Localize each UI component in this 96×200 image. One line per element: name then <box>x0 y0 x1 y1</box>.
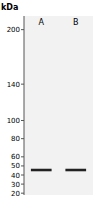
y-tick-label: 60 <box>11 153 20 161</box>
y-tick <box>21 193 24 194</box>
y-tick <box>21 138 24 139</box>
chart-container: kDa 200 140 100 80 6050 403020 A B <box>0 0 96 200</box>
y-tick <box>21 120 24 121</box>
y-tick <box>21 156 24 157</box>
band <box>65 169 86 172</box>
chart-svg: kDa 200 140 100 80 6050 403020 A B <box>0 0 96 200</box>
y-tick-label: 20 <box>11 190 20 198</box>
y-tick <box>21 29 24 30</box>
y-tick-label: 80 <box>11 135 20 143</box>
band <box>31 169 52 172</box>
y-axis-label: kDa <box>1 3 18 12</box>
y-tick-label: 30 <box>11 181 20 189</box>
y-tick <box>21 184 24 185</box>
y-tick-label: 200 <box>7 26 20 34</box>
y-tick <box>21 165 24 166</box>
y-axis-line <box>24 16 25 195</box>
y-tick-label: 100 <box>7 117 20 125</box>
lane-label: A <box>39 18 45 27</box>
y-tick-label: 50 <box>11 162 20 170</box>
y-tick <box>21 84 24 85</box>
y-tick-label: 140 <box>7 81 20 89</box>
lane-label: B <box>73 18 79 27</box>
y-tick-label: 40 <box>11 172 20 180</box>
plot-area <box>24 16 93 195</box>
y-tick <box>21 175 24 176</box>
bands <box>31 169 86 172</box>
